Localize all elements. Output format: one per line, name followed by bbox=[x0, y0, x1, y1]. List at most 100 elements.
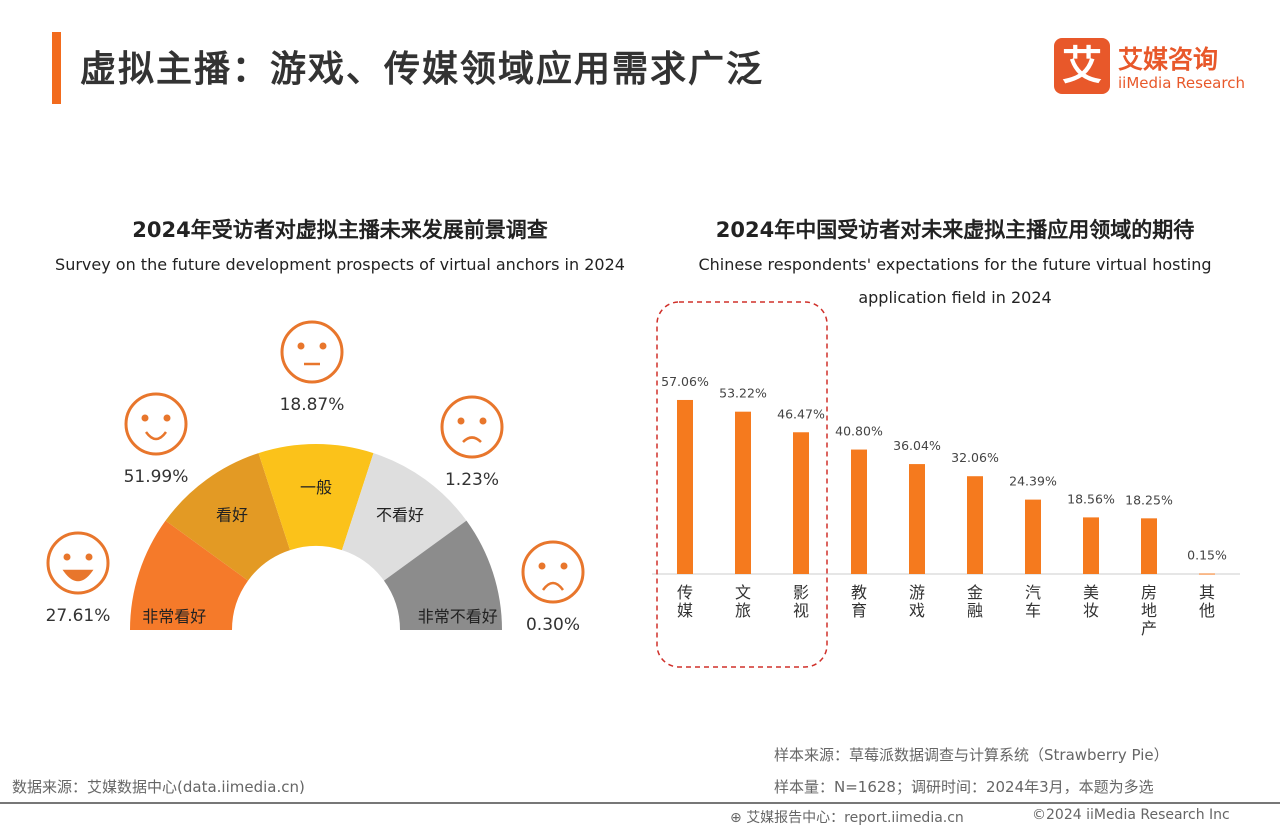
smiling-face-icon bbox=[124, 392, 188, 456]
globe-icon: ⊕ bbox=[730, 810, 742, 826]
percent-label: 51.99% bbox=[124, 467, 189, 487]
face-outline bbox=[440, 395, 504, 459]
gauge-subtitle: Survey on the future development prospec… bbox=[55, 255, 625, 274]
category-label: 房 bbox=[1141, 583, 1157, 602]
face-eye bbox=[85, 553, 93, 561]
percent-label: 27.61% bbox=[46, 606, 111, 626]
data-label: 40.80% bbox=[835, 424, 883, 439]
face-outline bbox=[46, 531, 110, 595]
category-label: 产 bbox=[1141, 619, 1157, 638]
category-label: 其 bbox=[1199, 583, 1215, 602]
category-label: 妆 bbox=[1083, 601, 1099, 620]
footer-divider bbox=[0, 802, 1280, 804]
face-eye bbox=[457, 417, 465, 425]
percent-label: 18.87% bbox=[280, 395, 345, 415]
face-eye bbox=[163, 414, 171, 422]
percent-label: 1.23% bbox=[445, 470, 499, 490]
gauge-segment bbox=[383, 520, 502, 630]
frowning-face-icon bbox=[440, 395, 504, 459]
bar bbox=[677, 399, 693, 574]
gauge-segment bbox=[130, 520, 249, 630]
category-label: 媒 bbox=[677, 601, 693, 620]
gauge-title: 2024年受访者对虚拟主播未来发展前景调查 bbox=[132, 218, 548, 242]
segment-label: 非常不看好 bbox=[418, 607, 498, 626]
gauge-segment bbox=[165, 453, 291, 581]
category-label: 金 bbox=[967, 583, 983, 602]
sample-size: 样本量：N=1628；调研时间：2024年3月，本题为多选 bbox=[774, 778, 1154, 796]
bar-chart: 57.06% 传媒 53.22% 文旅 46.47% 影视 40.80% 教育 36.04% 游戏… bbox=[652, 301, 1240, 668]
category-label: 戏 bbox=[909, 601, 925, 620]
bar bbox=[735, 411, 751, 574]
category-label: 视 bbox=[793, 601, 809, 620]
logo-mark: 艾 bbox=[1054, 38, 1110, 94]
data-label: 32.06% bbox=[951, 450, 999, 465]
bar bbox=[1083, 517, 1099, 574]
face-mouth bbox=[462, 436, 482, 443]
page-title: 虚拟主播：游戏、传媒领域应用需求广泛 bbox=[80, 49, 765, 90]
face-eye bbox=[63, 553, 71, 561]
logo-text-cn: 艾媒咨询 bbox=[1118, 45, 1219, 74]
segment-label: 看好 bbox=[216, 505, 248, 524]
data-label: 18.25% bbox=[1125, 492, 1173, 507]
data-label: 24.39% bbox=[1009, 474, 1057, 489]
face-outline bbox=[280, 320, 344, 384]
face-eye bbox=[560, 562, 568, 570]
laughing-face-icon bbox=[46, 531, 110, 595]
title-accent-bar bbox=[52, 32, 61, 104]
face-mouth bbox=[144, 431, 168, 441]
face-eye bbox=[297, 342, 305, 350]
category-label: 游 bbox=[909, 583, 925, 602]
category-label: 他 bbox=[1199, 601, 1215, 620]
category-label: 旅 bbox=[735, 601, 751, 620]
segment-label: 非常看好 bbox=[142, 607, 206, 626]
category-label: 育 bbox=[851, 601, 867, 620]
category-label: 影 bbox=[793, 583, 809, 602]
category-label: 美 bbox=[1083, 583, 1099, 602]
face-mouth bbox=[541, 581, 565, 591]
percent-label: 0.30% bbox=[526, 615, 580, 635]
data-label: 53.22% bbox=[719, 386, 767, 401]
data-label: 57.06% bbox=[661, 374, 709, 389]
bar bbox=[967, 476, 983, 574]
bar bbox=[1025, 499, 1041, 574]
face-eye bbox=[141, 414, 149, 422]
category-label: 文 bbox=[735, 583, 751, 602]
category-label: 传 bbox=[677, 583, 693, 602]
crying-face-icon bbox=[521, 540, 585, 604]
data-source: 数据来源：艾媒数据中心(data.iimedia.cn) bbox=[12, 778, 305, 796]
face-eye bbox=[479, 417, 487, 425]
category-label: 车 bbox=[1025, 601, 1041, 620]
neutral-face-icon bbox=[280, 320, 344, 384]
data-label: 36.04% bbox=[893, 438, 941, 453]
report-center: ⊕ 艾媒报告中心：report.iimedia.cn bbox=[730, 807, 964, 827]
data-label: 46.47% bbox=[777, 406, 825, 421]
bar bbox=[1199, 573, 1215, 575]
bar bbox=[851, 449, 867, 574]
face-outline bbox=[124, 392, 188, 456]
bar bbox=[793, 432, 809, 574]
category-label: 地 bbox=[1141, 601, 1157, 620]
highlight-box bbox=[656, 301, 828, 668]
bar-title: 2024年中国受访者对未来虚拟主播应用领域的期待 bbox=[715, 218, 1195, 242]
bar bbox=[1141, 518, 1157, 574]
report-link[interactable]: 艾媒报告中心：report.iimedia.cn bbox=[746, 810, 964, 826]
bar bbox=[909, 464, 925, 574]
face-eye bbox=[319, 342, 327, 350]
data-label: 18.56% bbox=[1067, 491, 1115, 506]
gauge-segment bbox=[341, 453, 467, 581]
segment-label: 不看好 bbox=[376, 505, 424, 524]
sample-source: 样本来源：草莓派数据调查与计算系统（Strawberry Pie） bbox=[774, 746, 1169, 764]
copyright: ©2024 iiMedia Research Inc bbox=[1032, 807, 1230, 823]
segment-label: 一般 bbox=[300, 478, 332, 497]
category-label: 汽 bbox=[1025, 583, 1041, 602]
gauge-segment bbox=[258, 444, 374, 551]
inner-ring bbox=[237, 551, 395, 631]
category-label: 教 bbox=[851, 583, 867, 602]
face-outline bbox=[521, 540, 585, 604]
logo-text-en: iiMedia Research bbox=[1118, 74, 1245, 92]
logo: 艾 艾媒咨询 iiMedia Research bbox=[1054, 38, 1254, 96]
face-eye bbox=[538, 562, 546, 570]
data-label: 0.15% bbox=[1187, 548, 1227, 563]
category-label: 融 bbox=[967, 601, 983, 620]
